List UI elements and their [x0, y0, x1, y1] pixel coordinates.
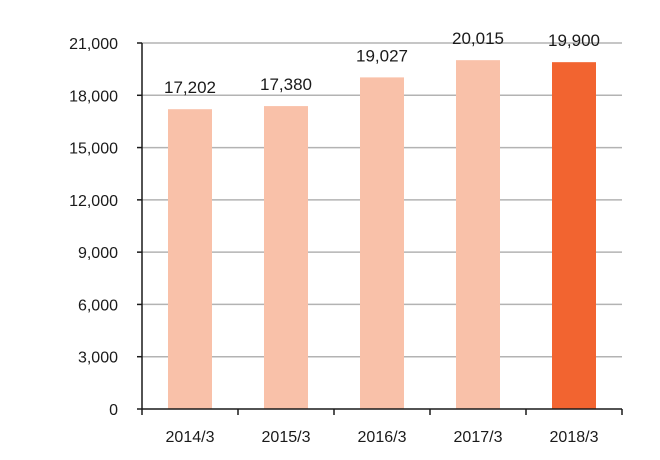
bar-2017-3	[456, 60, 500, 409]
bar-2014-3	[168, 109, 212, 409]
x-tick-label: 2018/3	[550, 429, 599, 446]
bar-2018-3	[552, 62, 596, 410]
x-tick-label: 2017/3	[454, 429, 503, 446]
data-label: 17,202	[164, 78, 216, 97]
y-tick-label: 12,000	[69, 193, 118, 210]
axes	[141, 43, 622, 410]
data-label: 17,380	[260, 75, 312, 94]
data-label: 19,900	[548, 31, 600, 50]
y-tick-label: 0	[109, 402, 118, 419]
x-tick-label: 2015/3	[262, 429, 311, 446]
y-tick-label: 18,000	[69, 88, 118, 105]
y-tick-label: 21,000	[69, 36, 118, 53]
data-labels: 17,202 17,380 19,027 20,015 19,900	[164, 29, 600, 97]
y-tick-label: 3,000	[78, 350, 118, 367]
y-tick-label: 9,000	[78, 245, 118, 262]
x-axis-ticks: 2014/3 2015/3 2016/3 2017/3 2018/3	[141, 409, 623, 446]
y-tick-label: 15,000	[69, 141, 118, 158]
x-tick-label: 2014/3	[166, 429, 215, 446]
y-axis-ticks: 0 3,000 6,000 9,000 12,000 15,000 18,000 21,000	[69, 36, 142, 419]
bar-2016-3	[360, 77, 404, 410]
data-label: 19,027	[356, 46, 408, 65]
bars	[168, 60, 596, 410]
data-label: 20,015	[452, 29, 504, 48]
x-tick-label: 2016/3	[358, 429, 407, 446]
y-tick-label: 6,000	[78, 297, 118, 314]
bar-2015-3	[264, 106, 308, 409]
